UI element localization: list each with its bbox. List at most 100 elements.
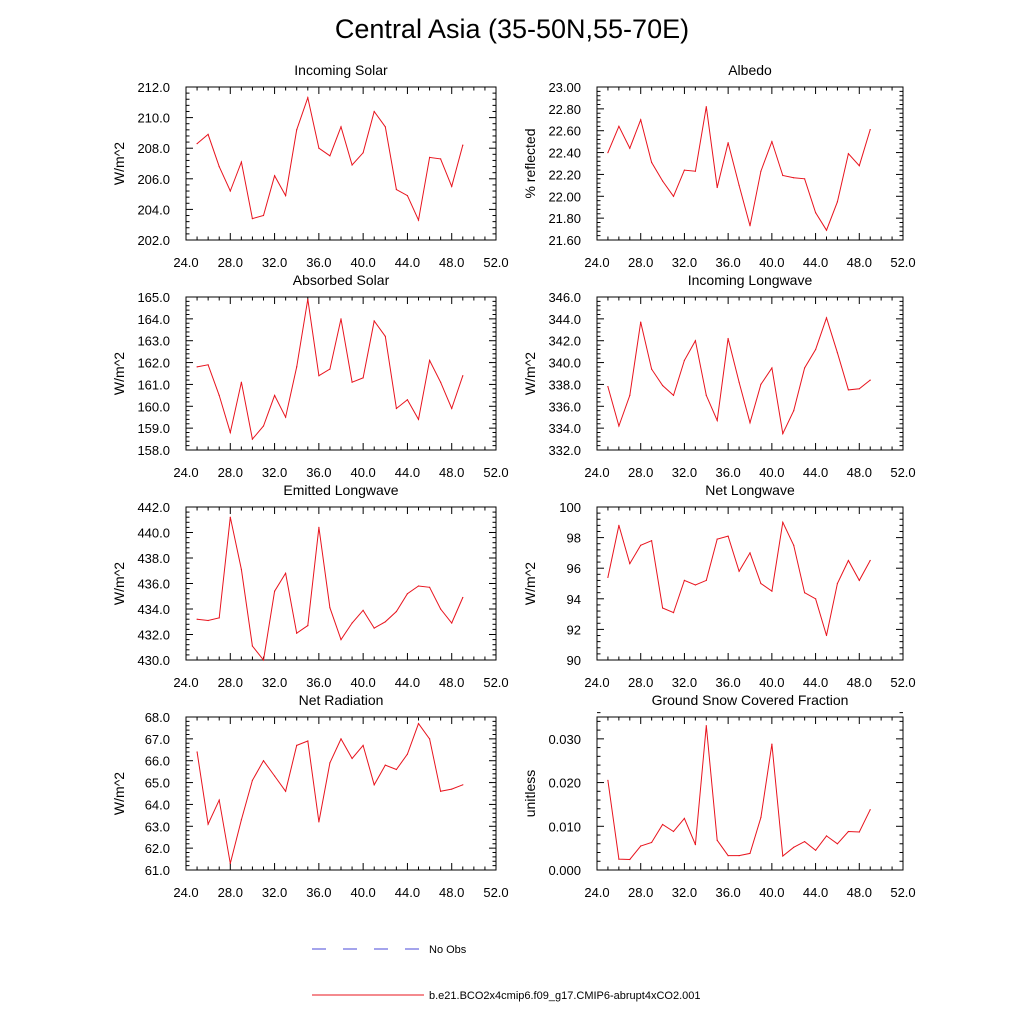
y-tick-label: 66.0 (145, 754, 170, 769)
data-point (858, 165, 860, 167)
data-point (251, 218, 253, 220)
y-tick-label: 98 (567, 531, 581, 546)
data-point (417, 219, 420, 221)
data-point (218, 394, 220, 396)
data-point (793, 544, 795, 546)
data-point (629, 147, 631, 149)
data-point (207, 823, 209, 825)
data-point (218, 799, 220, 801)
y-tick-label: 165.0 (137, 290, 170, 305)
y-tick-label: 22.20 (548, 167, 581, 182)
y-tick-label: 90 (567, 653, 581, 668)
data-point (727, 337, 729, 340)
plot-frame (596, 506, 904, 661)
data-point (694, 584, 697, 586)
data-point (329, 607, 331, 609)
data-point (629, 563, 631, 565)
data-point (240, 568, 242, 571)
data-point (815, 849, 817, 851)
data-point (340, 126, 342, 128)
data-point (362, 609, 364, 611)
data-point (825, 634, 828, 637)
data-point (251, 779, 253, 782)
data-point (296, 366, 298, 368)
chart-panel-8: Ground Snow Covered Fraction unitless 24.0… (522, 692, 916, 900)
data-point (716, 538, 718, 540)
panel-title: Albedo (728, 62, 772, 78)
data-point (640, 321, 642, 323)
y-tick-label: 162.0 (137, 356, 170, 371)
data-point (406, 753, 408, 755)
x-tick-label: 48.0 (439, 885, 464, 900)
data-point (694, 844, 697, 846)
x-tick-label: 52.0 (483, 675, 508, 690)
data-point (629, 858, 631, 861)
data-point (417, 585, 420, 587)
data-point (705, 725, 707, 727)
data-point (329, 155, 331, 157)
y-tick-label: 96 (567, 561, 581, 576)
data-point (771, 590, 773, 592)
data-point (683, 817, 686, 820)
x-tick-label: 36.0 (715, 465, 740, 480)
x-tick-label: 52.0 (890, 675, 915, 690)
x-tick-label: 40.0 (350, 465, 375, 480)
y-tick-label: 430.0 (137, 653, 170, 668)
x-tick-label: 40.0 (759, 675, 784, 690)
x-tick-label: 40.0 (759, 465, 784, 480)
data-point (683, 579, 686, 582)
data-point (307, 740, 309, 742)
x-tick-label: 44.0 (395, 465, 420, 480)
x-tick-label: 24.0 (173, 255, 198, 270)
data-point (417, 418, 420, 420)
data-point (362, 377, 364, 379)
data-point (738, 381, 740, 383)
data-point (262, 214, 265, 217)
data-point (836, 201, 839, 203)
panel-title: Incoming Solar (294, 62, 388, 78)
x-tick-label: 40.0 (350, 675, 375, 690)
data-point (705, 394, 707, 396)
data-point (296, 632, 298, 634)
data-point (749, 852, 751, 855)
x-tick-label: 28.0 (218, 255, 243, 270)
data-point (296, 744, 298, 747)
data-point (749, 552, 751, 554)
data-point (429, 586, 431, 588)
data-point (384, 764, 386, 766)
y-axis-label: W/m^2 (522, 562, 538, 605)
y-tick-label: 22.80 (548, 102, 581, 117)
data-point (406, 593, 408, 595)
data-point (395, 407, 397, 410)
data-point (869, 809, 871, 811)
data-point (262, 760, 265, 762)
data-point (307, 97, 309, 99)
data-point (429, 738, 431, 740)
y-tick-label: 206.0 (137, 172, 170, 187)
x-tick-label: 48.0 (847, 255, 872, 270)
data-point (651, 161, 653, 163)
data-point (618, 125, 620, 127)
data-point (727, 535, 729, 537)
data-point (705, 106, 707, 108)
data-point (804, 592, 806, 594)
x-tick-label: 24.0 (584, 675, 609, 690)
data-point (462, 375, 464, 377)
data-point (462, 784, 464, 786)
data-point (782, 855, 784, 857)
data-point (329, 368, 331, 370)
data-point (825, 229, 828, 231)
y-tick-label: 204.0 (137, 202, 170, 217)
data-point (207, 364, 209, 366)
data-point (869, 379, 871, 381)
legend-model-label: b.e21.BCO2x4cmip6.f09_g17.CMIP6-abrupt4x… (429, 990, 701, 1002)
data-point (318, 526, 320, 529)
x-tick-label: 44.0 (395, 675, 420, 690)
data-point (782, 433, 784, 435)
y-tick-label: 434.0 (137, 602, 170, 617)
data-point (229, 190, 231, 192)
data-point (285, 416, 287, 418)
data-point (651, 368, 653, 370)
x-tick-label: 44.0 (395, 885, 420, 900)
data-point (825, 835, 828, 837)
